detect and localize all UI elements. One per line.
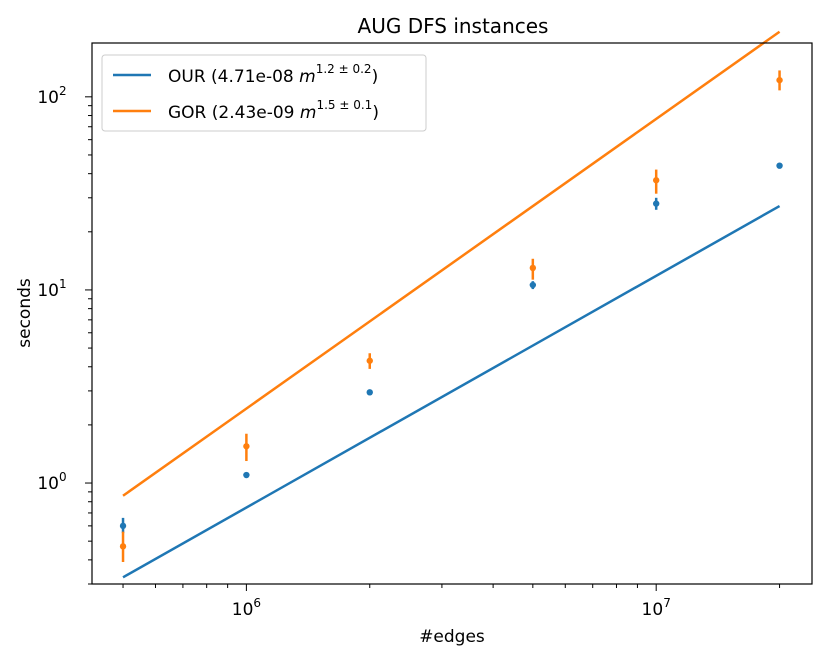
y-axis-ticks: 100 101 102 [37,84,92,585]
series-layer [119,30,783,579]
data-point [119,543,127,550]
y-tick-label: 100 [37,470,66,494]
legend-entry-our: OUR (4.71e-08 m1.2 ± 0.2) [168,62,378,87]
y-tick-label: 102 [37,84,66,108]
y-axis-label: seconds [15,278,35,348]
data-point [652,200,660,207]
x-axis-ticks: 106 107 [122,584,781,620]
series-0 [119,162,783,579]
data-point [529,264,537,272]
chart-title: AUG DFS instances [358,14,549,38]
data-point [243,443,250,450]
fit-line [122,204,781,579]
plot-area: 100 101 102 106 107 [37,30,813,620]
data-point [776,162,783,169]
data-point [652,177,660,184]
series-1 [119,30,783,562]
legend: OUR (4.71e-08 m1.2 ± 0.2) GOR (2.43e-09 … [101,54,427,132]
plot-frame [91,42,813,585]
x-tick-label: 106 [232,596,261,620]
legend-frame [101,54,427,132]
data-point [776,76,783,84]
data-point [243,471,250,479]
data-point [529,281,537,289]
y-tick-label: 101 [37,277,66,301]
legend-entry-gor: GOR (2.43e-09 m1.5 ± 0.1) [168,98,379,123]
x-axis-label: #edges [419,627,485,647]
data-point [366,357,373,364]
x-tick-label: 107 [642,596,671,620]
data-point [119,522,127,530]
data-point [366,389,373,396]
fit-line [122,30,781,497]
